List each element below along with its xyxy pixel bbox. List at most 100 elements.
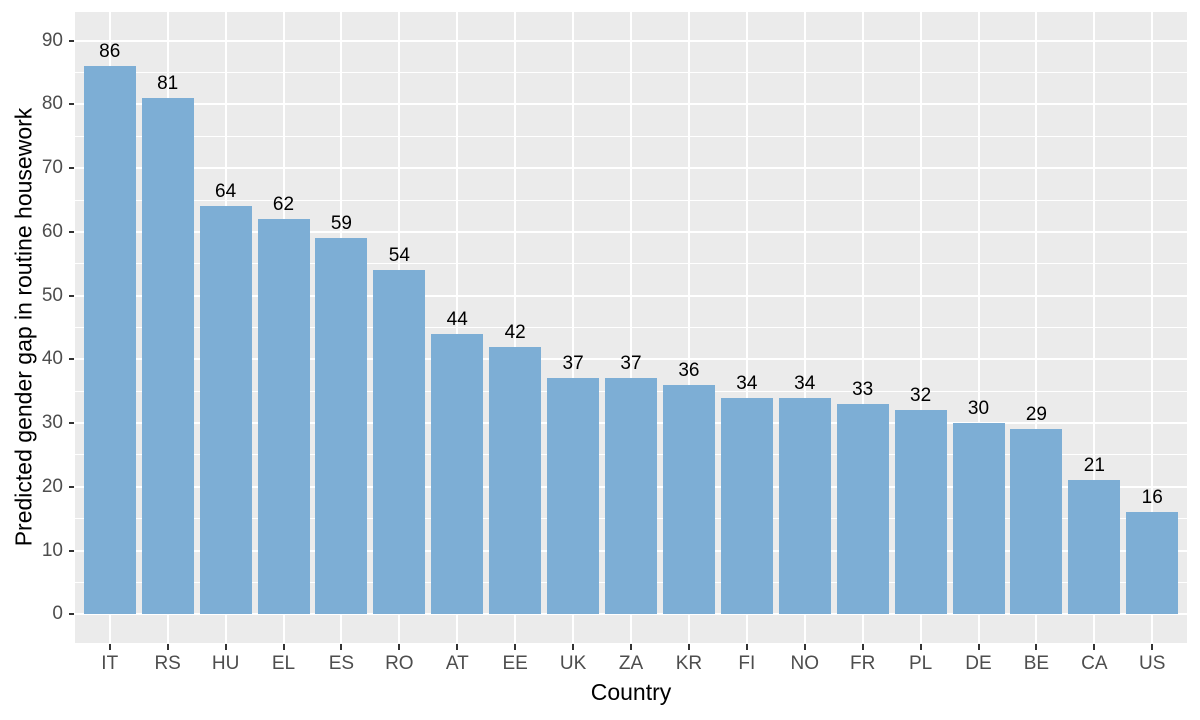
x-tick-mark — [398, 644, 401, 650]
y-tick-label: 80 — [41, 93, 63, 115]
x-tick-mark — [514, 644, 517, 650]
bar — [141, 98, 194, 615]
y-tick-label: 0 — [52, 603, 63, 625]
gridline-major-vertical — [745, 12, 748, 643]
bar — [199, 206, 252, 615]
y-tick-mark — [69, 294, 74, 297]
x-tick-mark — [108, 644, 111, 650]
y-tick-mark — [69, 103, 74, 106]
bar-value-label: 37 — [620, 353, 642, 375]
bar-value-label: 86 — [99, 41, 121, 63]
bar-value-label: 21 — [1083, 455, 1105, 477]
gridline-major-vertical — [1151, 12, 1154, 643]
x-tick-mark — [1035, 644, 1038, 650]
y-tick-label: 30 — [41, 412, 63, 434]
y-tick-mark — [69, 422, 74, 425]
bar-value-label: 37 — [562, 353, 584, 375]
bar — [373, 270, 426, 615]
x-tick-mark — [803, 644, 806, 650]
bar — [778, 397, 831, 615]
gridline-major-vertical — [977, 12, 980, 643]
bar-value-label: 54 — [388, 245, 410, 267]
x-tick-mark — [572, 644, 575, 650]
x-tick-mark — [630, 644, 632, 650]
x-tick-label: NO — [790, 653, 820, 674]
bar — [257, 219, 310, 615]
y-tick-mark — [69, 358, 74, 361]
x-tick-mark — [687, 644, 690, 650]
gridline-major-vertical — [630, 12, 632, 643]
x-tick-mark — [456, 644, 459, 650]
bar — [836, 403, 889, 615]
x-tick-label: KR — [675, 653, 703, 674]
bar — [1010, 429, 1063, 615]
x-tick-label: HU — [211, 653, 240, 674]
x-tick-label: FI — [738, 653, 756, 674]
gridline-major-vertical — [572, 12, 575, 643]
y-tick-mark — [69, 39, 74, 42]
x-tick-label: RO — [385, 653, 414, 674]
x-tick-label: US — [1139, 653, 1166, 674]
x-tick-mark — [919, 644, 922, 650]
gridline-major-vertical — [803, 12, 806, 643]
x-tick-mark — [166, 644, 169, 650]
x-tick-label: EE — [502, 653, 528, 674]
gridline-major-vertical — [861, 12, 864, 643]
x-tick-mark — [1151, 644, 1154, 650]
x-axis-title: Country — [590, 679, 672, 705]
x-tick-mark — [861, 644, 864, 650]
x-tick-label: PL — [908, 653, 933, 674]
bar-value-label: 44 — [446, 308, 468, 330]
bar — [431, 333, 484, 615]
bar-value-label: 34 — [794, 372, 816, 394]
bar — [952, 423, 1005, 615]
bar-value-label: 34 — [736, 372, 758, 394]
x-tick-label: CA — [1081, 653, 1108, 674]
x-tick-label: BE — [1023, 653, 1050, 674]
y-tick-mark — [69, 230, 74, 233]
x-tick-label: UK — [559, 653, 587, 674]
x-tick-label: AT — [445, 653, 469, 674]
x-tick-label: DE — [965, 653, 992, 674]
x-tick-mark — [224, 644, 227, 650]
bar-value-label: 64 — [215, 181, 237, 203]
bar-value-label: 36 — [678, 359, 700, 381]
y-tick-label: 10 — [41, 539, 63, 561]
bar — [1068, 480, 1121, 615]
bar-value-label: 62 — [272, 194, 295, 216]
x-tick-mark — [282, 644, 285, 650]
x-tick-mark — [977, 644, 980, 650]
y-tick-label: 90 — [41, 29, 63, 51]
y-tick-mark — [69, 485, 74, 488]
bar-value-label: 32 — [910, 385, 932, 407]
bar — [894, 410, 947, 615]
x-tick-label: IT — [101, 653, 119, 674]
x-tick-label: ZA — [618, 653, 644, 674]
y-tick-label: 70 — [41, 157, 63, 179]
bar-value-label: 59 — [330, 213, 352, 235]
bar-value-label: 33 — [852, 378, 874, 400]
y-tick-label: 40 — [41, 348, 63, 370]
bar — [1126, 512, 1179, 615]
y-tick-label: 50 — [41, 284, 63, 306]
x-tick-label: FR — [849, 653, 876, 674]
x-tick-label: EL — [271, 653, 296, 674]
gridline-major-vertical — [1035, 12, 1038, 643]
y-tick-mark — [69, 549, 74, 552]
bar — [489, 346, 542, 615]
bar — [720, 397, 773, 615]
gridline-major-vertical — [1093, 12, 1096, 643]
bar-value-label: 29 — [1025, 404, 1047, 426]
bar — [605, 378, 657, 615]
gridline-major-vertical — [919, 12, 922, 643]
x-tick-mark — [340, 644, 343, 650]
x-tick-mark — [745, 644, 748, 650]
x-tick-label: RS — [154, 653, 181, 674]
bar-value-label: 30 — [967, 398, 990, 420]
bar-value-label: 42 — [504, 321, 526, 343]
gridline-major-vertical — [687, 12, 690, 643]
chart-panel — [75, 12, 1187, 643]
x-tick-mark — [1093, 644, 1096, 650]
y-tick-mark — [69, 613, 74, 616]
